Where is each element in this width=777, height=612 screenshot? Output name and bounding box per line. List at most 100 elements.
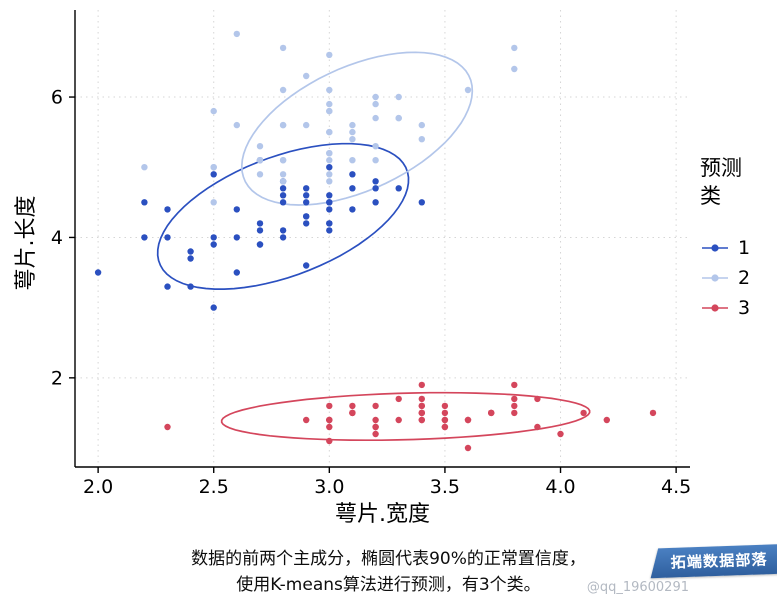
- data-point: [164, 283, 171, 290]
- data-point: [187, 248, 194, 255]
- data-point: [511, 402, 518, 410]
- data-point: [418, 395, 425, 403]
- figure-caption: 数据的前两个主成分，椭圆代表90%的正常置信度， 使用K-means算法进行预测…: [0, 546, 777, 599]
- ellipse-cluster-2: [240, 51, 474, 206]
- data-point: [326, 402, 333, 410]
- data-point: [303, 213, 310, 220]
- data-point: [372, 157, 379, 164]
- data-point: [511, 44, 518, 52]
- data-point: [326, 178, 333, 185]
- data-point: [418, 199, 425, 206]
- data-point: [233, 269, 240, 276]
- data-point: [464, 416, 472, 424]
- data-point: [326, 157, 333, 164]
- y-axis-label: 萼片.长度: [14, 195, 39, 291]
- data-point: [395, 395, 402, 403]
- data-point: [395, 114, 402, 122]
- data-point: [279, 199, 287, 206]
- scatter-series-1: [94, 157, 425, 311]
- data-point: [418, 121, 425, 129]
- data-point: [326, 51, 333, 59]
- legend-title-line-1: 预测: [700, 156, 742, 180]
- tick-labels: 2.0 2.5 3.0 3.5 4.0 4.5 2 4 6: [51, 87, 691, 499]
- y-tick-label: 2: [51, 367, 63, 389]
- data-point: [279, 185, 287, 192]
- data-point: [233, 234, 240, 241]
- data-point: [256, 171, 264, 178]
- data-point: [372, 185, 379, 192]
- y-tick-label: 6: [51, 87, 63, 109]
- data-point: [349, 409, 356, 417]
- data-point: [349, 171, 356, 178]
- data-point: [349, 136, 356, 143]
- data-point: [164, 234, 171, 241]
- legend-entry-label: 3: [738, 296, 751, 319]
- legend: 预测 类 1 2 3: [700, 154, 750, 323]
- data-point: [534, 423, 541, 431]
- data-point: [303, 192, 310, 199]
- data-point: [464, 444, 472, 452]
- data-point: [210, 304, 217, 311]
- legend-key-icon: [702, 274, 728, 282]
- legend-key-icon: [702, 244, 728, 252]
- data-point: [511, 395, 518, 403]
- data-point: [326, 423, 333, 431]
- y-tick-label: 4: [51, 227, 63, 249]
- data-point: [326, 150, 333, 157]
- data-point: [418, 381, 425, 389]
- data-point: [326, 220, 333, 227]
- data-point: [303, 199, 310, 206]
- x-tick-label: 3.0: [314, 476, 344, 498]
- data-point: [372, 100, 379, 108]
- data-point: [210, 164, 217, 171]
- data-point: [256, 220, 264, 227]
- data-point: [164, 206, 171, 213]
- data-point: [326, 128, 333, 136]
- data-point: [372, 430, 379, 438]
- confidence-ellipses: [156, 51, 591, 442]
- legend-key-icon: [702, 304, 728, 312]
- data-point: [488, 409, 495, 417]
- data-point: [418, 409, 425, 417]
- data-point: [372, 402, 379, 410]
- data-point: [94, 269, 102, 276]
- data-point: [511, 381, 518, 389]
- scatter-series-2: [141, 30, 518, 206]
- data-point: [349, 157, 356, 164]
- gridlines: [75, 10, 690, 467]
- caption-line-2: 使用K-means算法进行预测，有3个类。: [236, 575, 541, 596]
- data-point: [303, 220, 310, 227]
- watermark: @qq_19600291 拓端数据部落: [497, 542, 777, 608]
- legend-title: 预测 类: [700, 154, 750, 211]
- data-point: [557, 430, 564, 438]
- data-point: [603, 416, 610, 424]
- watermark-ribbon: 拓端数据部落: [650, 543, 777, 579]
- data-point: [256, 157, 264, 164]
- data-point: [464, 86, 472, 94]
- scatter-series-3: [164, 381, 657, 452]
- data-point: [418, 416, 425, 424]
- data-point: [395, 416, 402, 424]
- data-point: [279, 234, 287, 241]
- data-point: [349, 185, 356, 192]
- x-tick-label: 3.5: [430, 476, 460, 498]
- data-point: [210, 171, 217, 178]
- data-point: [303, 72, 310, 80]
- data-point: [141, 164, 148, 171]
- data-point: [395, 93, 402, 101]
- data-point: [279, 171, 287, 178]
- data-point: [580, 409, 587, 417]
- x-axis-label: 萼片.宽度: [335, 502, 430, 527]
- data-point: [372, 114, 379, 122]
- watermark-ribbon-text: 拓端数据部落: [670, 550, 768, 572]
- data-point: [164, 423, 171, 431]
- data-point: [649, 409, 657, 417]
- caption-line-1: 数据的前两个主成分，椭圆代表90%的正常置信度，: [191, 549, 586, 569]
- data-point: [210, 241, 217, 248]
- data-point: [326, 199, 333, 206]
- data-point: [256, 227, 264, 234]
- data-point: [256, 143, 264, 150]
- data-point: [326, 86, 333, 94]
- data-point: [210, 199, 217, 206]
- data-point: [326, 164, 333, 171]
